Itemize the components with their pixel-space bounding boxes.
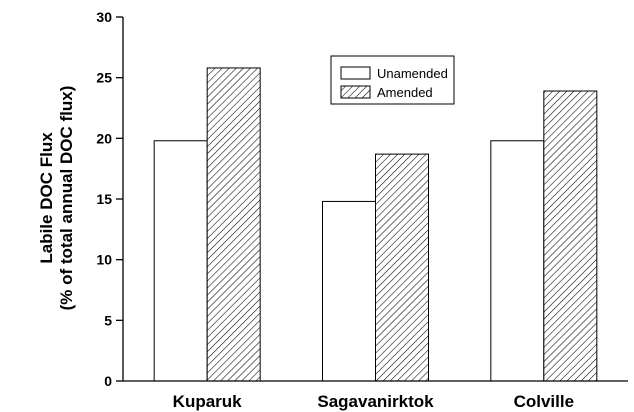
bar-unamended-sagavanirktok bbox=[322, 200, 376, 382]
legend-swatch-amended bbox=[340, 85, 371, 99]
legend: Unamended Amended bbox=[330, 55, 455, 105]
legend-swatch-unamended bbox=[340, 66, 371, 80]
y-axis-ticks: 0 5 10 15 20 25 30 bbox=[96, 9, 123, 389]
x-category-label-sagavanirktok: Sagavanirktok bbox=[317, 392, 434, 411]
legend-label-unamended: Unamended bbox=[377, 66, 448, 81]
legend-label-amended: Amended bbox=[377, 85, 433, 100]
bar-unamended-colville bbox=[490, 140, 545, 382]
y-axis-label-line1: Labile DOC Flux bbox=[37, 132, 56, 264]
y-tick-label: 30 bbox=[96, 9, 112, 25]
bar-amended-sagavanirktok bbox=[375, 153, 429, 382]
bar-unamended-kuparuk bbox=[153, 140, 208, 382]
bar-amended-colville bbox=[543, 90, 598, 382]
bars bbox=[153, 67, 598, 382]
y-tick-label: 10 bbox=[96, 252, 112, 268]
x-axis-category-labels: Kuparuk Sagavanirktok Colville bbox=[173, 392, 574, 411]
y-tick-label: 25 bbox=[96, 70, 112, 86]
x-category-label-colville: Colville bbox=[514, 392, 574, 411]
y-tick-label: 15 bbox=[96, 191, 112, 207]
x-category-label-kuparuk: Kuparuk bbox=[173, 392, 243, 411]
y-tick-label: 5 bbox=[104, 312, 112, 328]
bar-amended-kuparuk bbox=[206, 67, 261, 382]
y-axis-label-line2: (% of total annual DOC flux) bbox=[57, 86, 76, 311]
y-tick-label: 20 bbox=[96, 130, 112, 146]
y-tick-label: 0 bbox=[104, 373, 112, 389]
